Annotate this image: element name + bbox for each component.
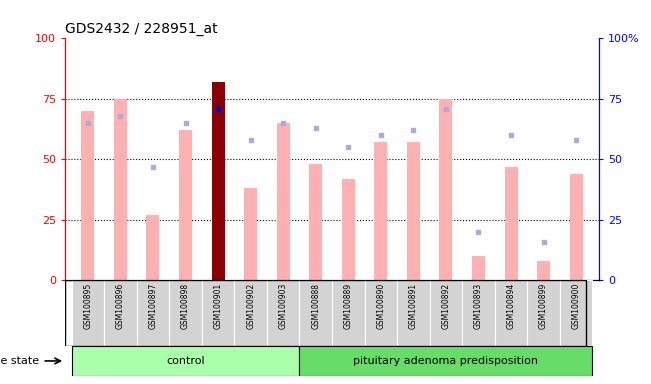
Text: GSM100890: GSM100890 <box>376 283 385 329</box>
Bar <box>430 280 462 346</box>
Bar <box>472 256 485 280</box>
Bar <box>560 280 592 346</box>
Bar <box>342 179 355 280</box>
Bar <box>146 215 159 280</box>
Bar <box>267 280 299 346</box>
Bar <box>570 174 583 280</box>
Bar <box>397 280 430 346</box>
Text: GSM100899: GSM100899 <box>539 283 548 329</box>
Text: GSM100900: GSM100900 <box>572 283 581 329</box>
Bar <box>462 280 495 346</box>
Bar <box>202 280 234 346</box>
Bar <box>234 280 267 346</box>
Text: pituitary adenoma predisposition: pituitary adenoma predisposition <box>353 356 538 366</box>
Bar <box>137 280 169 346</box>
Text: GSM100892: GSM100892 <box>441 283 450 329</box>
Text: GSM100894: GSM100894 <box>506 283 516 329</box>
Text: GSM100902: GSM100902 <box>246 283 255 329</box>
Text: GSM100903: GSM100903 <box>279 283 288 329</box>
Bar <box>277 123 290 280</box>
Bar <box>104 280 137 346</box>
Bar <box>244 189 257 280</box>
Bar <box>527 280 560 346</box>
Text: GSM100893: GSM100893 <box>474 283 483 329</box>
Bar <box>299 280 332 346</box>
Bar <box>179 130 192 280</box>
Bar <box>114 99 127 280</box>
Bar <box>81 111 94 280</box>
Text: GSM100895: GSM100895 <box>83 283 92 329</box>
Text: GSM100888: GSM100888 <box>311 283 320 329</box>
Bar <box>374 142 387 280</box>
Text: GSM100896: GSM100896 <box>116 283 125 329</box>
Bar <box>72 346 299 376</box>
Text: disease state: disease state <box>0 356 39 366</box>
Bar <box>505 167 518 280</box>
Bar <box>169 280 202 346</box>
Bar <box>299 346 592 376</box>
Bar <box>495 280 527 346</box>
Bar <box>72 280 104 346</box>
Text: GSM100898: GSM100898 <box>181 283 190 329</box>
Bar <box>212 82 225 280</box>
Bar <box>309 164 322 280</box>
Text: control: control <box>166 356 205 366</box>
Text: GSM100889: GSM100889 <box>344 283 353 329</box>
Text: GDS2432 / 228951_at: GDS2432 / 228951_at <box>65 22 217 36</box>
Bar <box>537 261 550 280</box>
Bar <box>332 280 365 346</box>
Text: GSM100897: GSM100897 <box>148 283 158 329</box>
Text: GSM100901: GSM100901 <box>214 283 223 329</box>
Bar <box>439 99 452 280</box>
Bar <box>407 142 420 280</box>
Text: GSM100891: GSM100891 <box>409 283 418 329</box>
Bar <box>365 280 397 346</box>
